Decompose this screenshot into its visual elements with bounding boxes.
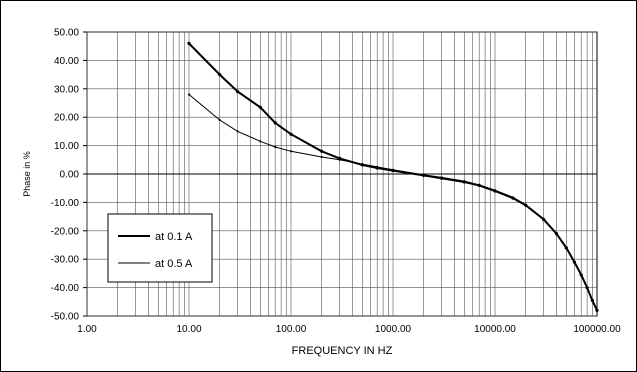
data-point bbox=[338, 158, 341, 161]
data-point bbox=[542, 217, 545, 220]
data-point bbox=[580, 273, 583, 276]
y-tick-label: 40.00 bbox=[54, 56, 79, 67]
y-tick-label: 50.00 bbox=[54, 28, 79, 39]
y-tick-label: -50.00 bbox=[51, 312, 80, 323]
y-tick-label: -30.00 bbox=[51, 255, 80, 266]
legend: at 0.1 A at 0.5 A bbox=[107, 213, 213, 283]
y-axis-label: Phase in % bbox=[22, 151, 32, 197]
data-point bbox=[236, 90, 240, 94]
data-point bbox=[187, 41, 191, 45]
x-tick-label: 1000.00 bbox=[375, 324, 412, 335]
data-point bbox=[320, 149, 324, 153]
y-tick-label: 30.00 bbox=[54, 84, 79, 95]
data-point bbox=[463, 180, 466, 183]
data-point bbox=[591, 299, 594, 302]
data-point bbox=[478, 183, 481, 186]
x-tick-label: 10.00 bbox=[176, 324, 201, 335]
y-tick-label: 20.00 bbox=[54, 113, 79, 124]
data-point bbox=[565, 246, 568, 249]
data-point bbox=[289, 132, 293, 136]
legend-label-series-2: at 0.5 A bbox=[155, 258, 193, 270]
data-point bbox=[391, 168, 395, 171]
data-point bbox=[511, 196, 515, 199]
data-point bbox=[218, 118, 221, 122]
data-point bbox=[273, 121, 277, 125]
x-tick-label: 100000.00 bbox=[573, 324, 621, 335]
data-point bbox=[493, 189, 497, 192]
data-point bbox=[258, 105, 262, 109]
data-point bbox=[187, 93, 191, 96]
y-tick-label: -40.00 bbox=[51, 283, 80, 294]
x-tick-label: 100.00 bbox=[276, 324, 307, 335]
data-point bbox=[320, 155, 323, 159]
data-point bbox=[422, 173, 425, 176]
data-point bbox=[573, 260, 576, 264]
y-tick-label: 10.00 bbox=[54, 141, 79, 152]
series-line-2 bbox=[188, 94, 598, 311]
y-tick-labels: 50.00 40.00 30.00 20.00 10.00 0.00 -10.00 -20.0… bbox=[51, 28, 87, 323]
data-point bbox=[524, 203, 527, 206]
y-tick-label: -20.00 bbox=[51, 226, 80, 237]
legend-box bbox=[107, 213, 213, 283]
x-tick-label: 1.00 bbox=[77, 324, 97, 335]
data-point bbox=[440, 176, 443, 179]
y-tick-label: 0.00 bbox=[60, 170, 80, 181]
data-point bbox=[236, 130, 239, 133]
data-point bbox=[586, 286, 589, 289]
x-tick-labels: 1.00 10.00 100.00 1000.00 10000.00 100000.00 bbox=[77, 324, 621, 335]
data-point bbox=[595, 309, 599, 312]
x-axis-label: FREQUENCY IN HZ bbox=[292, 345, 393, 357]
data-point bbox=[361, 162, 364, 166]
y-tick-label: -10.00 bbox=[51, 198, 80, 209]
data-point bbox=[555, 232, 558, 235]
data-point bbox=[259, 140, 262, 143]
series-lines bbox=[187, 41, 599, 312]
data-point bbox=[376, 165, 379, 168]
legend-label-series-1: at 0.1 A bbox=[155, 231, 193, 243]
data-point bbox=[218, 73, 222, 77]
data-point bbox=[274, 145, 277, 149]
data-point bbox=[289, 150, 293, 153]
x-tick-label: 10000.00 bbox=[474, 324, 516, 335]
